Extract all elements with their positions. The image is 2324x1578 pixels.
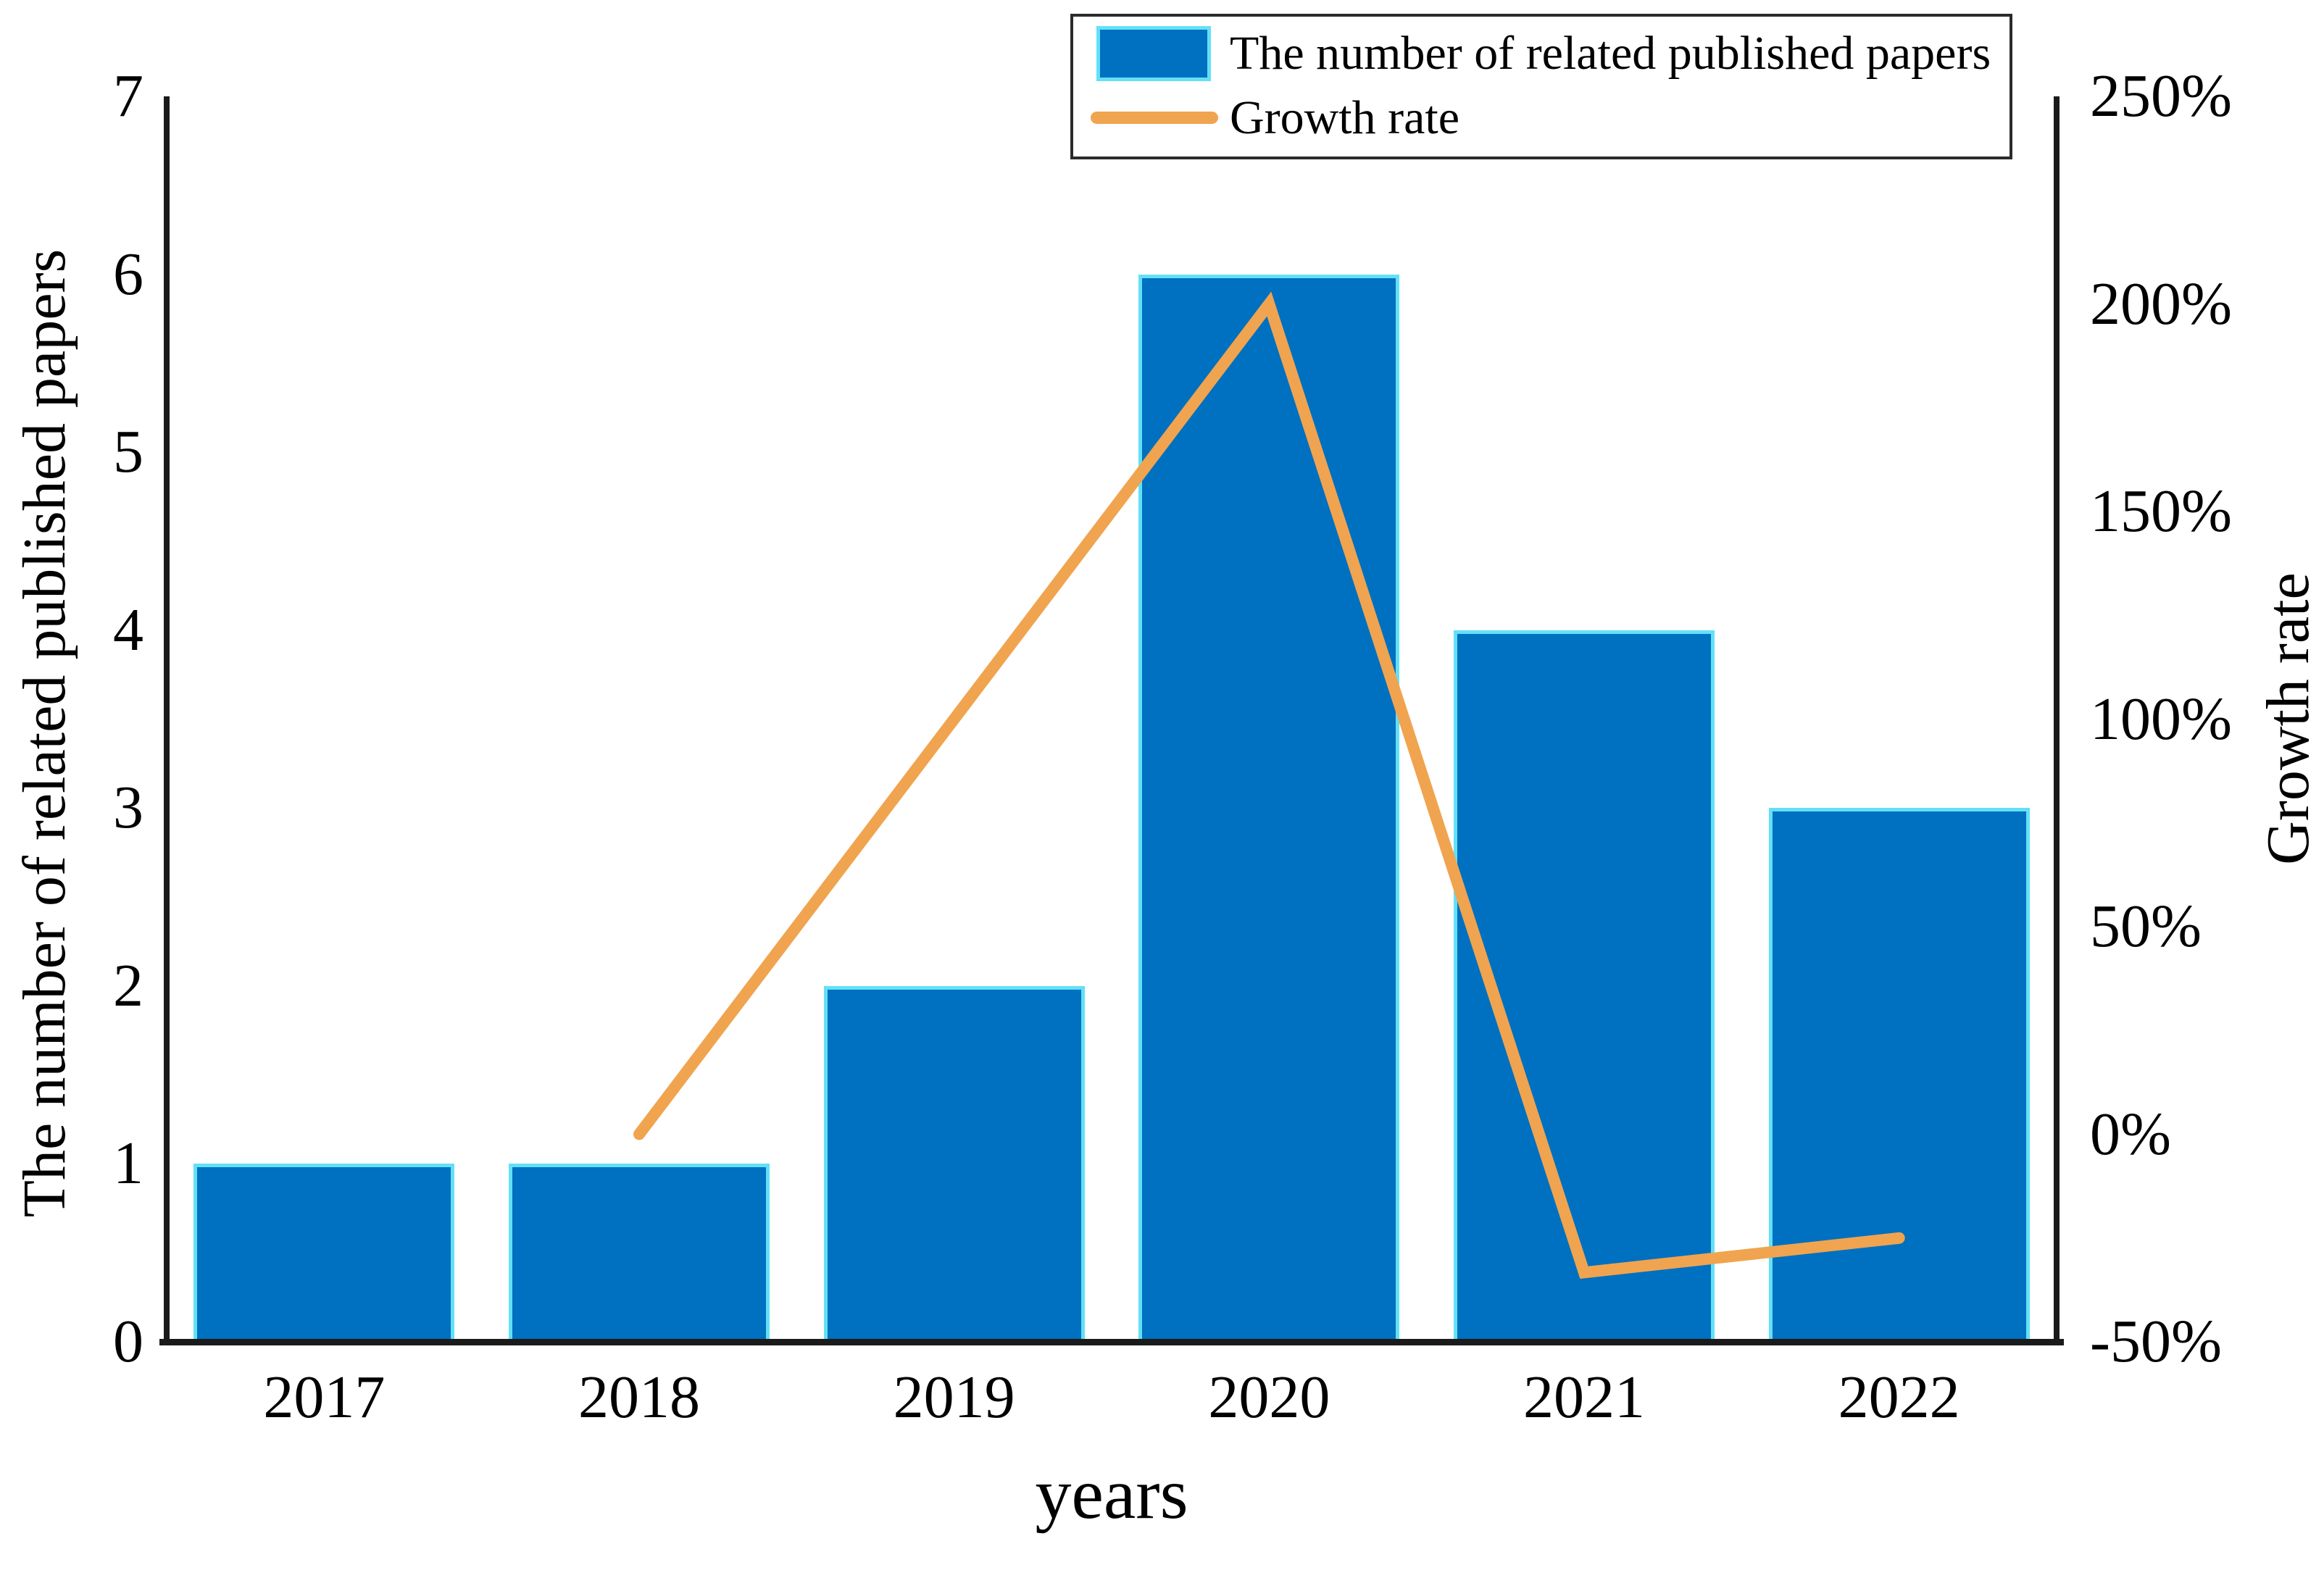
left-tick-2: 2 [113, 951, 143, 1019]
legend-item-growth-rate: Growth rate [1085, 88, 1991, 149]
left-axis-spine [164, 96, 170, 1345]
x-axis-title: years [1035, 1453, 1188, 1534]
legend-item-label: Growth rate [1230, 91, 1460, 144]
bar-2021 [1454, 630, 1715, 1343]
legend-swatch-box [1085, 26, 1230, 82]
right-tick-50%: 50% [2090, 893, 2202, 960]
x-tick-2022: 2022 [1838, 1364, 1960, 1431]
right-tick-100%: 100% [2090, 685, 2232, 753]
left-axis-title: The number of related published papers [11, 249, 78, 1218]
left-tick-3: 3 [113, 774, 143, 842]
left-tick-0: 0 [113, 1308, 143, 1375]
legend: The number of related published papers G… [1070, 14, 2013, 159]
legend-item-label: The number of related published papers [1230, 27, 1991, 80]
bar-2020 [1138, 274, 1400, 1343]
bar-swatch-icon [1096, 26, 1211, 82]
x-tick-2020: 2020 [1208, 1364, 1330, 1431]
right-tick--50%: -50% [2090, 1308, 2222, 1375]
right-tick-200%: 200% [2090, 270, 2232, 338]
right-axis-title: Growth rate [2254, 572, 2322, 865]
bar-2022 [1768, 808, 2030, 1343]
line-swatch-icon [1091, 112, 1218, 125]
x-tick-2019: 2019 [893, 1364, 1015, 1431]
bar-2018 [509, 1164, 770, 1343]
right-axis-spine [2054, 96, 2059, 1345]
x-tick-2018: 2018 [578, 1364, 700, 1431]
legend-item-papers: The number of related published papers [1085, 24, 1991, 84]
left-tick-6: 6 [113, 240, 143, 308]
x-tick-2021: 2021 [1523, 1364, 1645, 1431]
left-tick-7: 7 [113, 62, 143, 130]
left-tick-1: 1 [113, 1130, 143, 1198]
bar-2019 [823, 985, 1085, 1343]
x-axis-spine [159, 1339, 2064, 1345]
legend-swatch-box [1085, 112, 1230, 125]
left-tick-5: 5 [113, 418, 143, 486]
right-tick-250%: 250% [2090, 62, 2232, 130]
right-tick-0%: 0% [2090, 1100, 2171, 1168]
right-tick-150%: 150% [2090, 477, 2232, 545]
left-tick-4: 4 [113, 596, 143, 664]
bar-2017 [193, 1164, 455, 1343]
x-tick-2017: 2017 [263, 1364, 386, 1431]
